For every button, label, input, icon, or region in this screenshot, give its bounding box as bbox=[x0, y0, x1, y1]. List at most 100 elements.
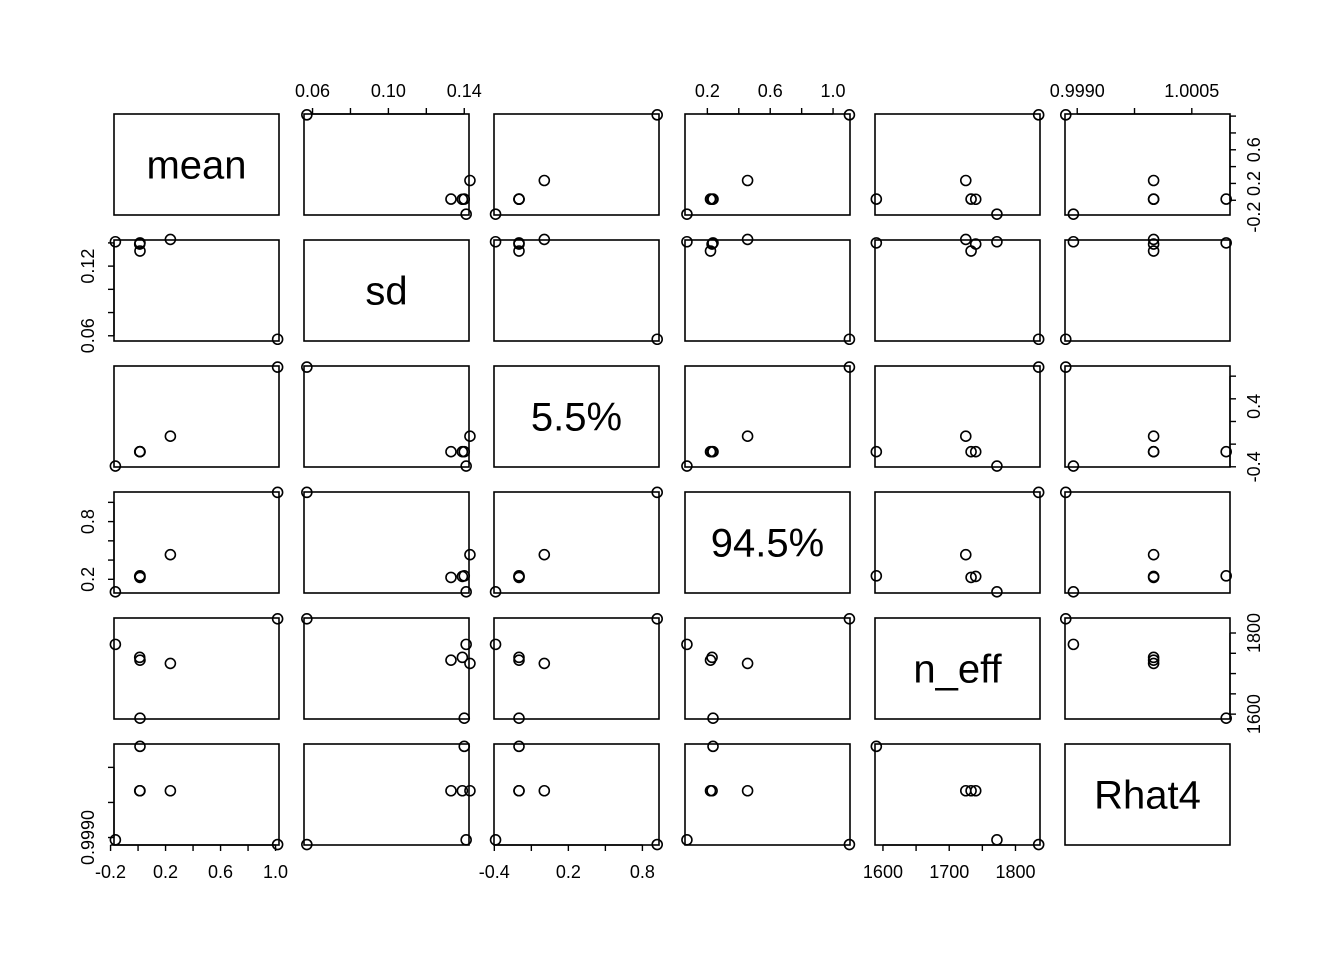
data-point-4 bbox=[741, 174, 754, 187]
panel-frame bbox=[1064, 617, 1231, 720]
diagonal-label-rhat4: Rhat4 bbox=[1094, 774, 1201, 818]
data-point-5 bbox=[133, 651, 146, 664]
data-point-0 bbox=[301, 109, 313, 121]
panel-5p5pct-vs-5p5pct: 5.5% bbox=[493, 365, 660, 468]
x-axis-n-eff: 1600 1700 1800 bbox=[863, 844, 1036, 882]
data-point-0 bbox=[1032, 486, 1045, 499]
data-point-4 bbox=[1147, 430, 1160, 443]
x-axis-rhat4: 0.9990 1.0005 bbox=[1050, 81, 1219, 115]
data-point-0 bbox=[271, 613, 284, 625]
data-point-5 bbox=[969, 570, 982, 583]
tick-label: 1800 bbox=[995, 862, 1035, 882]
tick-label: 1600 bbox=[1244, 694, 1264, 734]
data-point-5 bbox=[1147, 651, 1160, 664]
data-point-4 bbox=[1147, 174, 1160, 187]
data-point-1 bbox=[460, 208, 472, 220]
panel-frame bbox=[874, 617, 1041, 720]
tick-label: -0.4 bbox=[1244, 451, 1264, 482]
data-point-0 bbox=[1032, 838, 1045, 851]
data-point-4 bbox=[741, 430, 754, 443]
panel-frame bbox=[493, 239, 660, 342]
data-point-5 bbox=[133, 445, 146, 458]
panel-rhat4-vs-sd bbox=[301, 740, 476, 851]
data-point-4 bbox=[164, 657, 177, 670]
data-point-4 bbox=[741, 657, 754, 670]
panel-frame bbox=[303, 113, 470, 216]
panel-5p5pct-vs-sd bbox=[301, 361, 476, 472]
data-point-2 bbox=[704, 245, 717, 257]
panel-frame bbox=[493, 743, 660, 846]
panel-frame bbox=[303, 239, 470, 342]
y-axis-mean: -0.2 0.2 0.6 bbox=[1229, 115, 1264, 233]
y-axis-n-eff: 1600 1800 bbox=[1229, 613, 1264, 734]
data-point-5 bbox=[1147, 570, 1160, 583]
data-point-3 bbox=[134, 712, 146, 724]
panel-5p5pct-vs-mean bbox=[109, 361, 284, 472]
data-point-5 bbox=[706, 784, 718, 797]
data-point-3 bbox=[458, 740, 471, 753]
data-point-2 bbox=[513, 245, 525, 257]
data-point-3 bbox=[870, 570, 883, 582]
data-point-5 bbox=[706, 651, 718, 664]
y-axis-rhat4: 0.9990 bbox=[78, 766, 115, 865]
data-point-4 bbox=[464, 657, 476, 670]
data-point-2 bbox=[134, 245, 146, 257]
panel-frame bbox=[113, 113, 280, 216]
tick-label: 0.2 bbox=[695, 81, 720, 101]
panel-sd-vs-rhat4 bbox=[1059, 233, 1232, 346]
data-point-4 bbox=[1147, 233, 1160, 246]
diagonal-label-n-eff: n_eff bbox=[913, 648, 1002, 692]
panel-n-eff-vs-5p5pct bbox=[489, 613, 664, 724]
data-point-1 bbox=[460, 460, 472, 472]
tick-label: 0.4 bbox=[1244, 394, 1264, 419]
panel-frame bbox=[493, 491, 660, 594]
panel-n-eff-vs-rhat4 bbox=[1059, 613, 1232, 724]
data-point-4 bbox=[464, 548, 476, 561]
data-point-0 bbox=[271, 486, 284, 499]
data-point-3 bbox=[1220, 193, 1232, 205]
panel-sd-vs-n-eff bbox=[870, 233, 1045, 346]
data-point-0 bbox=[843, 109, 856, 121]
diagonal-label-94p5pct: 94.5% bbox=[711, 522, 824, 566]
data-point-1 bbox=[681, 208, 693, 220]
tick-label: -0.2 bbox=[95, 862, 126, 882]
tick-label: 0.14 bbox=[447, 81, 482, 101]
tick-label: 0.12 bbox=[78, 249, 98, 284]
panel-mean-vs-n-eff bbox=[870, 109, 1045, 220]
panel-mean-vs-mean: mean bbox=[113, 113, 280, 216]
panel-mean-vs-5p5pct bbox=[489, 109, 664, 220]
data-point-5 bbox=[513, 193, 525, 206]
data-point-5 bbox=[513, 570, 525, 583]
data-point-5 bbox=[969, 193, 982, 206]
panel-frame bbox=[874, 239, 1041, 342]
data-point-0 bbox=[301, 613, 313, 625]
data-point-1 bbox=[460, 638, 472, 651]
panel-rhat4-vs-5p5pct bbox=[489, 740, 664, 851]
data-point-1 bbox=[991, 460, 1003, 472]
diagonal-label-mean: mean bbox=[146, 144, 246, 188]
data-point-1 bbox=[991, 834, 1003, 846]
data-point-5 bbox=[969, 784, 982, 797]
x-axis-94p5pct: 0.2 0.6 1.0 bbox=[695, 81, 846, 115]
tick-label: 0.8 bbox=[78, 509, 98, 534]
panel-94p5pct-vs-mean bbox=[109, 486, 284, 598]
panel-mean-vs-94p5pct bbox=[681, 109, 856, 220]
data-point-1 bbox=[109, 586, 122, 598]
data-point-5 bbox=[456, 570, 469, 583]
panel-frame bbox=[1064, 743, 1231, 846]
data-point-1 bbox=[681, 638, 693, 651]
data-point-3 bbox=[513, 712, 525, 724]
data-point-4 bbox=[959, 233, 972, 246]
panel-5p5pct-vs-94p5pct bbox=[681, 361, 856, 472]
panel-frame bbox=[684, 113, 851, 216]
x-axis-5p5pct: -0.4 0.2 0.8 bbox=[479, 844, 655, 882]
data-point-4 bbox=[1147, 548, 1160, 561]
data-point-4 bbox=[1147, 657, 1160, 670]
panel-frame bbox=[493, 113, 660, 216]
data-point-0 bbox=[1059, 109, 1072, 121]
data-point-3 bbox=[1220, 445, 1232, 458]
data-point-1 bbox=[460, 834, 472, 846]
tick-label: 0.2 bbox=[1244, 171, 1264, 196]
panel-sd-vs-sd: sd bbox=[303, 239, 470, 342]
data-point-1 bbox=[1067, 638, 1080, 651]
